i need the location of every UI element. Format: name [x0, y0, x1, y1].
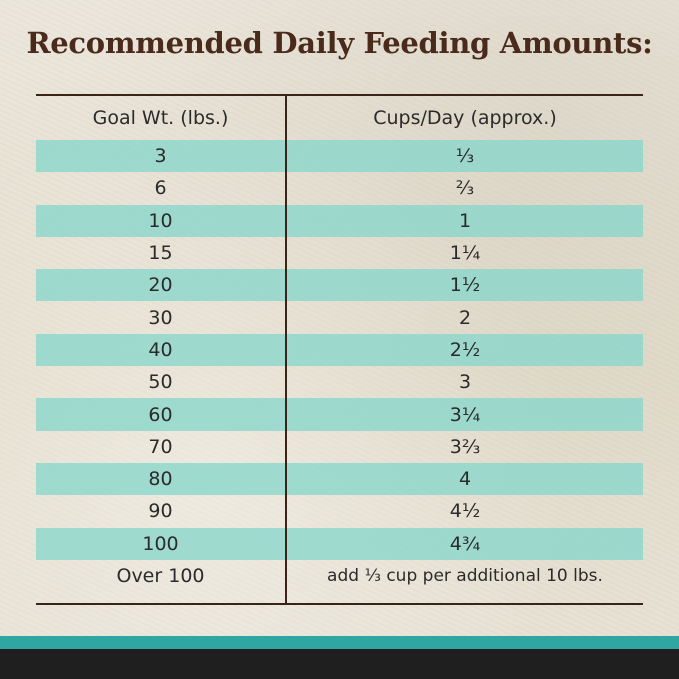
weight-cell: 20	[148, 274, 173, 297]
cups-cell: 1¼	[449, 242, 481, 265]
weight-cell: 70	[148, 435, 173, 458]
weight-cell: 90	[148, 500, 173, 523]
weight-cell: 50	[148, 371, 173, 394]
table-row: Over 100 add ⅓ cup per additional 10 lbs.	[36, 560, 643, 592]
table-header: Goal Wt. (lbs.) Cups/Day (approx.)	[36, 96, 643, 140]
table-row: 30 2	[36, 301, 643, 333]
cups-cell: 1½	[449, 274, 481, 297]
page-title: Recommended Daily Feeding Amounts:	[26, 26, 653, 60]
weight-cell: 30	[148, 306, 173, 329]
cups-cell: 3	[458, 371, 472, 394]
table-row: 20 1½	[36, 269, 643, 302]
table-row: 40 2½	[36, 333, 643, 367]
weight-cell: 100	[142, 532, 179, 555]
column-header-cups: Cups/Day (approx.)	[373, 107, 557, 129]
cups-cell: 4	[458, 468, 472, 491]
table-row: 60 3¼	[36, 398, 643, 431]
table-row: 10 1	[36, 204, 643, 237]
cups-cell: 3⅔	[449, 435, 481, 458]
column-divider	[285, 94, 287, 605]
table-top-rule	[36, 94, 643, 96]
cups-cell: add ⅓ cup per additional 10 lbs.	[327, 566, 603, 586]
weight-cell: 80	[148, 468, 173, 491]
weight-cell: 6	[154, 177, 167, 200]
weight-cell: Over 100	[116, 565, 205, 587]
table-bottom-rule	[36, 603, 643, 605]
weight-cell: 15	[148, 242, 173, 265]
cups-cell: 4¾	[449, 532, 481, 555]
column-header-weight: Goal Wt. (lbs.)	[92, 107, 229, 129]
table-row: 80 4	[36, 462, 643, 496]
cups-cell: 3¼	[449, 403, 481, 426]
cups-cell: 4½	[449, 500, 481, 523]
footer-teal-band	[0, 636, 679, 649]
cups-cell: 2½	[449, 338, 481, 361]
weight-cell: 3	[154, 145, 167, 168]
weight-cell: 60	[148, 403, 173, 426]
table-row: 15 1¼	[36, 237, 643, 269]
cups-cell: ⅔	[455, 177, 475, 200]
cups-cell: 1	[458, 209, 472, 232]
table-row: 50 3	[36, 366, 643, 398]
weight-cell: 10	[148, 209, 173, 232]
footer-dark-band	[0, 649, 679, 679]
table-body: 3 ⅓ 6 ⅔ 10 1 15 1¼ 20 1½ 30 2 40 2½ 50 3 60 3¼ 70 3⅔ 80 4 90 4½…	[36, 140, 643, 592]
table-row: 70 3⅔	[36, 431, 643, 463]
table-row: 90 4½	[36, 495, 643, 527]
cups-cell: 2	[458, 306, 472, 329]
weight-cell: 40	[148, 338, 173, 361]
cups-cell: ⅓	[455, 145, 475, 168]
table-row: 100 4¾	[36, 527, 643, 560]
